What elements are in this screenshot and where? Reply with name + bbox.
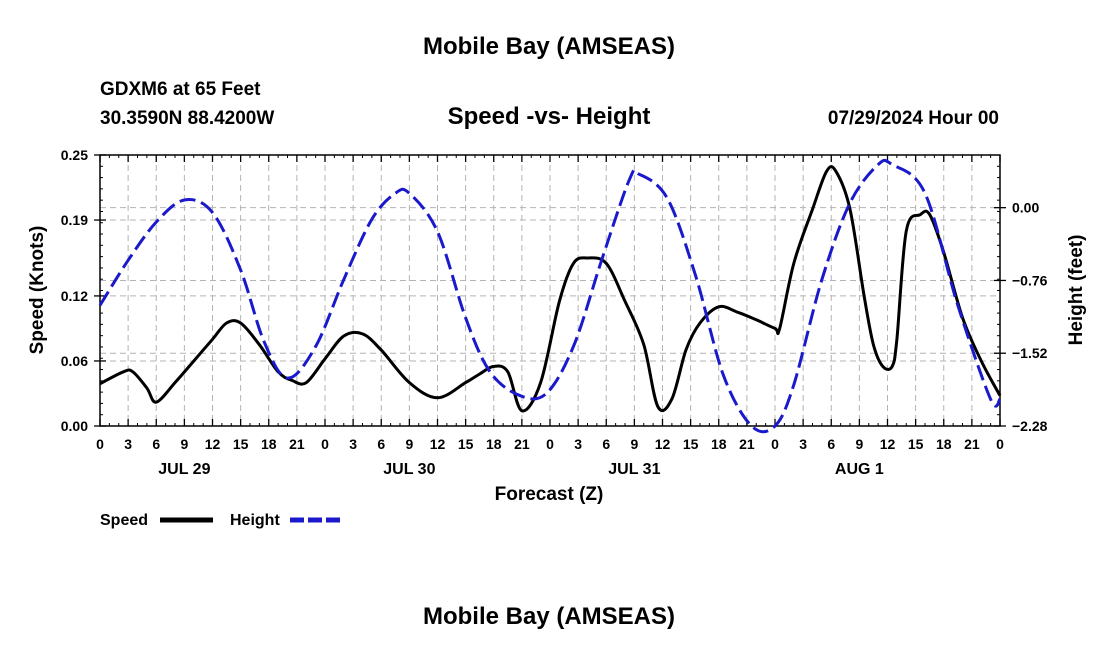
series-line-height [98,158,1002,434]
location-label: 30.3590N 88.4200W [100,108,274,129]
y-tick-label: 0.12 [61,288,88,304]
x-tick-label: 12 [430,436,446,452]
x-tick-label: 3 [574,436,582,452]
tick-labels: 0 3 6 9 12 15 18 21 0 3 6 9 12 15 18 21 0 3 6 9 12 15 18 21 0 3 6 9… [61,147,1048,478]
grid [100,155,1000,426]
x-tick-label: 21 [289,436,305,452]
x-tick-label: 15 [233,436,249,452]
x-tick-label: 9 [630,436,638,452]
x-tick-label: 3 [799,436,807,452]
date-label: JUL 31 [608,461,660,478]
x-tick-label: 9 [180,436,188,452]
x-tick-label: 6 [377,436,385,452]
date-label: JUL 30 [383,461,435,478]
y-tick-label: 0.00 [61,418,88,434]
x-tick-label: 6 [827,436,835,452]
legend-speed-label: Speed [100,512,148,529]
x-tick-label: 9 [405,436,413,452]
chart-title-footer: Mobile Bay (AMSEAS) [423,603,675,630]
x-tick-label: 6 [152,436,160,452]
y2-axis-title: Height (feet) [1066,235,1087,346]
x-tick-label: 12 [880,436,896,452]
x-tick-label: 21 [964,436,980,452]
x-tick-label: 15 [458,436,474,452]
x-tick-label: 12 [655,436,671,452]
date-label: JUL 29 [158,461,210,478]
x-tick-label: 0 [321,436,329,452]
x-tick-label: 18 [261,436,277,452]
y-tick-label: 0.19 [61,212,88,228]
run-label: 07/29/2024 Hour 00 [828,108,999,129]
x-tick-label: 15 [683,436,699,452]
y-tick-label: 0.25 [61,147,88,163]
x-tick-label: 0 [996,436,1004,452]
x-tick-label: 0 [96,436,104,452]
x-tick-label: 6 [602,436,610,452]
x-tick-label: 12 [205,436,221,452]
y2-tick-label: 0.00 [1012,200,1039,216]
legend-height-label: Height [230,512,280,529]
x-tick-label: 18 [486,436,502,452]
x-tick-label: 21 [739,436,755,452]
axis-ticks [94,154,1006,427]
y2-tick-label: −2.28 [1012,418,1048,434]
x-axis-title: Forecast (Z) [495,484,604,505]
legend: Speed Height [100,512,343,529]
x-tick-label: 15 [908,436,924,452]
x-tick-label: 21 [514,436,530,452]
date-label: AUG 1 [835,461,884,478]
x-tick-label: 0 [771,436,779,452]
y2-tick-label: −0.76 [1012,272,1048,288]
x-tick-label: 3 [124,436,132,452]
series-layer [98,158,1002,434]
x-tick-label: 18 [936,436,952,452]
x-tick-label: 9 [855,436,863,452]
x-tick-label: 3 [349,436,357,452]
y-axis-title: Speed (Knots) [27,226,48,355]
chart-subtitle: Speed -vs- Height [448,103,651,130]
y-tick-label: 0.06 [61,353,88,369]
y2-tick-label: −1.52 [1012,345,1048,361]
chart-title: Mobile Bay (AMSEAS) [423,33,675,60]
x-tick-label: 0 [546,436,554,452]
x-tick-label: 18 [711,436,727,452]
station-label: GDXM6 at 65 Feet [100,79,261,100]
